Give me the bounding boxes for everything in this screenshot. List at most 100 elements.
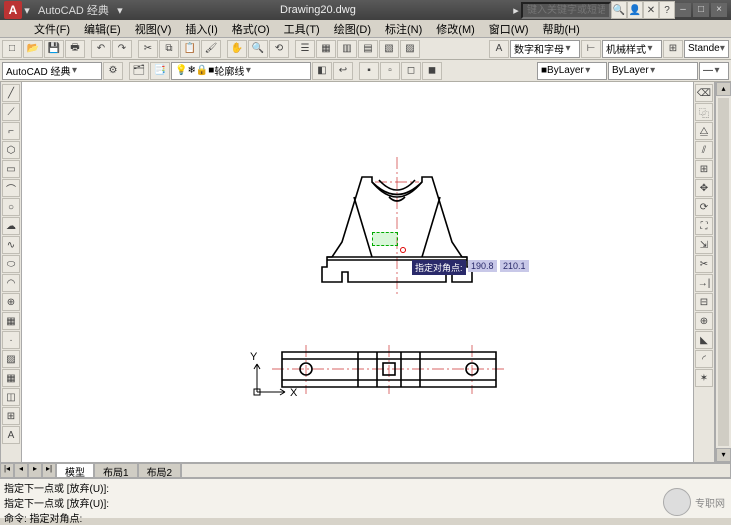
scroll-down-icon[interactable]: ▾	[716, 448, 731, 462]
layer-states-icon[interactable]: 📑	[150, 62, 170, 80]
hatch-icon[interactable]: ▨	[2, 350, 20, 368]
tab-layout2[interactable]: 布局2	[138, 463, 182, 478]
ellipse-icon[interactable]: ⬭	[2, 255, 20, 273]
explode-icon[interactable]: ✶	[695, 369, 713, 387]
paste-icon[interactable]: 📋	[180, 40, 200, 58]
hscrollbar[interactable]	[181, 463, 731, 478]
ssm-icon[interactable]: ▤	[358, 40, 378, 58]
array-icon[interactable]: ⊞	[695, 160, 713, 178]
new-icon[interactable]: □	[2, 40, 22, 58]
dim-icon[interactable]: ⊢	[581, 40, 601, 58]
cut-icon[interactable]: ✂	[138, 40, 158, 58]
zoom-prev-icon[interactable]: ⟲	[269, 40, 289, 58]
close-button[interactable]: ×	[711, 3, 727, 17]
copy2-icon[interactable]: ⿻	[695, 103, 713, 121]
menu-window[interactable]: 窗口(W)	[483, 20, 535, 38]
tab-layout1[interactable]: 布局1	[94, 463, 138, 478]
dimstyle-dropdown[interactable]: 机械样式▾	[602, 40, 662, 58]
vscroll-thumb[interactable]	[718, 98, 729, 446]
menu-help[interactable]: 帮助(H)	[537, 20, 586, 38]
table-icon[interactable]: ⊞	[663, 40, 683, 58]
join-icon[interactable]: ⊕	[695, 312, 713, 330]
mtext-icon[interactable]: A	[2, 426, 20, 444]
linetype-dropdown[interactable]: ByLayer▾	[608, 62, 698, 80]
menu-insert[interactable]: 插入(I)	[179, 20, 223, 38]
drawing-canvas[interactable]: X Y 指定对角点: 190.8 210.1	[22, 82, 693, 462]
move-icon[interactable]: ✥	[695, 179, 713, 197]
rotate-icon[interactable]: ⟳	[695, 198, 713, 216]
rect-icon[interactable]: ▭	[2, 160, 20, 178]
pline-icon[interactable]: ⌐	[2, 122, 20, 140]
color-dropdown[interactable]: ■ ByLayer▾	[537, 62, 607, 80]
menu-format[interactable]: 格式(O)	[226, 20, 276, 38]
tab-model[interactable]: 模型	[56, 463, 94, 478]
menu-edit[interactable]: 编辑(E)	[78, 20, 127, 38]
ws-settings-icon[interactable]: ⚙	[103, 62, 123, 80]
save-icon[interactable]: 💾	[44, 40, 64, 58]
polygon-icon[interactable]: ⬡	[2, 141, 20, 159]
stretch-icon[interactable]: ⇲	[695, 236, 713, 254]
layer-dropdown[interactable]: 💡❄🔒■ 轮廓线▾	[171, 62, 311, 80]
search-icon[interactable]: 🔍	[611, 1, 627, 19]
infocenter-chevron[interactable]: ▸	[511, 4, 521, 17]
plot-icon[interactable]: 🖶	[65, 40, 85, 58]
arc-icon[interactable]: ⌒	[2, 179, 20, 197]
offset-icon[interactable]: ⫽	[695, 141, 713, 159]
tablestyle-dropdown[interactable]: Stande▾	[684, 40, 729, 58]
tab-prev-icon[interactable]: ◂	[14, 463, 28, 478]
lay4-icon[interactable]: ◼	[422, 62, 442, 80]
signin-icon[interactable]: 👤	[627, 1, 643, 19]
dc-icon[interactable]: ▦	[316, 40, 336, 58]
annostyle-dropdown[interactable]: 数字和字母▾	[510, 40, 580, 58]
anno-icon[interactable]: A	[489, 40, 509, 58]
undo-icon[interactable]: ↶	[91, 40, 111, 58]
redo-icon[interactable]: ↷	[112, 40, 132, 58]
region-icon[interactable]: ◫	[2, 388, 20, 406]
help-icon[interactable]: ?	[659, 1, 675, 19]
tab-last-icon[interactable]: ▸|	[42, 463, 56, 478]
spline-icon[interactable]: ∿	[2, 236, 20, 254]
pan-icon[interactable]: ✋	[227, 40, 247, 58]
props-icon[interactable]: ☰	[295, 40, 315, 58]
extend-icon[interactable]: →|	[695, 274, 713, 292]
block-icon[interactable]: ▦	[2, 312, 20, 330]
menu-modify[interactable]: 修改(M)	[430, 20, 481, 38]
app-menu-chevron[interactable]: ▾	[22, 4, 32, 17]
line-icon[interactable]: ╱	[2, 84, 20, 102]
vscrollbar[interactable]: ▴ ▾	[715, 82, 731, 462]
break-icon[interactable]: ⊟	[695, 293, 713, 311]
circle-icon[interactable]: ○	[2, 198, 20, 216]
menu-view[interactable]: 视图(V)	[129, 20, 178, 38]
tp-icon[interactable]: ▥	[337, 40, 357, 58]
workspace-chevron[interactable]: ▾	[115, 4, 125, 17]
erase-icon[interactable]: ⌫	[695, 84, 713, 102]
exchange-icon[interactable]: ✕	[643, 1, 659, 19]
lineweight-dropdown[interactable]: —▾	[699, 62, 729, 80]
menu-tools[interactable]: 工具(T)	[278, 20, 326, 38]
workspace-dropdown[interactable]: AutoCAD 经典▾	[2, 62, 102, 80]
scroll-up-icon[interactable]: ▴	[716, 82, 731, 96]
gradient-icon[interactable]: ▦	[2, 369, 20, 387]
menu-draw[interactable]: 绘图(D)	[328, 20, 377, 38]
tab-next-icon[interactable]: ▸	[28, 463, 42, 478]
match-icon[interactable]: 🖌	[201, 40, 221, 58]
ellipsearc-icon[interactable]: ◠	[2, 274, 20, 292]
insert-icon[interactable]: ⊕	[2, 293, 20, 311]
layer-prop-icon[interactable]: 🗂	[129, 62, 149, 80]
tab-first-icon[interactable]: |◂	[0, 463, 14, 478]
table-d-icon[interactable]: ⊞	[2, 407, 20, 425]
point-icon[interactable]: ·	[2, 331, 20, 349]
menu-file[interactable]: 文件(F)	[28, 20, 76, 38]
mirror-icon[interactable]: ⧋	[695, 122, 713, 140]
zoom-icon[interactable]: 🔍	[248, 40, 268, 58]
scale-icon[interactable]: ⛶	[695, 217, 713, 235]
maximize-button[interactable]: □	[693, 3, 709, 17]
layer-prev-icon[interactable]: ↩	[333, 62, 353, 80]
markup-icon[interactable]: ▧	[379, 40, 399, 58]
layer-iso-icon[interactable]: ◧	[312, 62, 332, 80]
xline-icon[interactable]: ⟋	[2, 103, 20, 121]
revcloud-icon[interactable]: ☁	[2, 217, 20, 235]
chamfer-icon[interactable]: ◣	[695, 331, 713, 349]
command-window[interactable]: 指定下一点或 [放弃(U)]: 指定下一点或 [放弃(U)]: 命令: 指定对角…	[0, 478, 731, 518]
search-input[interactable]	[521, 2, 611, 19]
